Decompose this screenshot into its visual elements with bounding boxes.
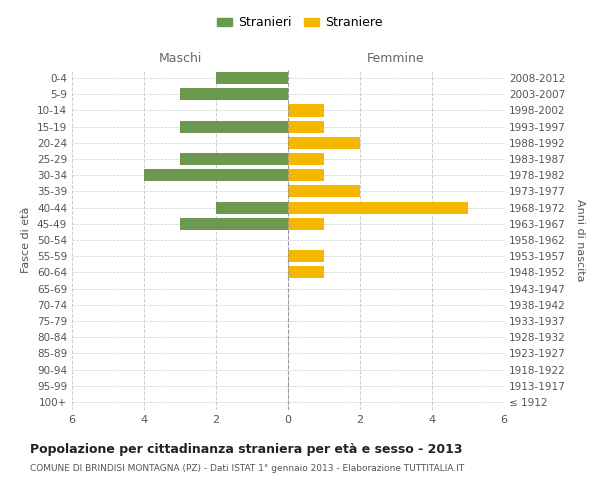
Text: Maschi: Maschi [158,52,202,65]
Bar [288,250,324,262]
Bar [288,202,468,213]
Bar [288,137,360,149]
Bar [288,266,324,278]
Bar [216,72,288,84]
Bar [288,104,324,117]
Text: COMUNE DI BRINDISI MONTAGNA (PZ) - Dati ISTAT 1° gennaio 2013 - Elaborazione TUT: COMUNE DI BRINDISI MONTAGNA (PZ) - Dati … [30,464,464,473]
Legend: Stranieri, Straniere: Stranieri, Straniere [212,11,388,34]
Bar [288,120,324,132]
Bar [288,186,360,198]
Text: Popolazione per cittadinanza straniera per età e sesso - 2013: Popolazione per cittadinanza straniera p… [30,442,463,456]
Y-axis label: Anni di nascita: Anni di nascita [575,198,585,281]
Bar [216,202,288,213]
Bar [180,88,288,101]
Y-axis label: Fasce di età: Fasce di età [22,207,31,273]
Bar [180,153,288,165]
Bar [288,169,324,181]
Bar [180,120,288,132]
Text: Femmine: Femmine [367,52,425,65]
Bar [288,153,324,165]
Bar [144,169,288,181]
Bar [288,218,324,230]
Bar [180,218,288,230]
